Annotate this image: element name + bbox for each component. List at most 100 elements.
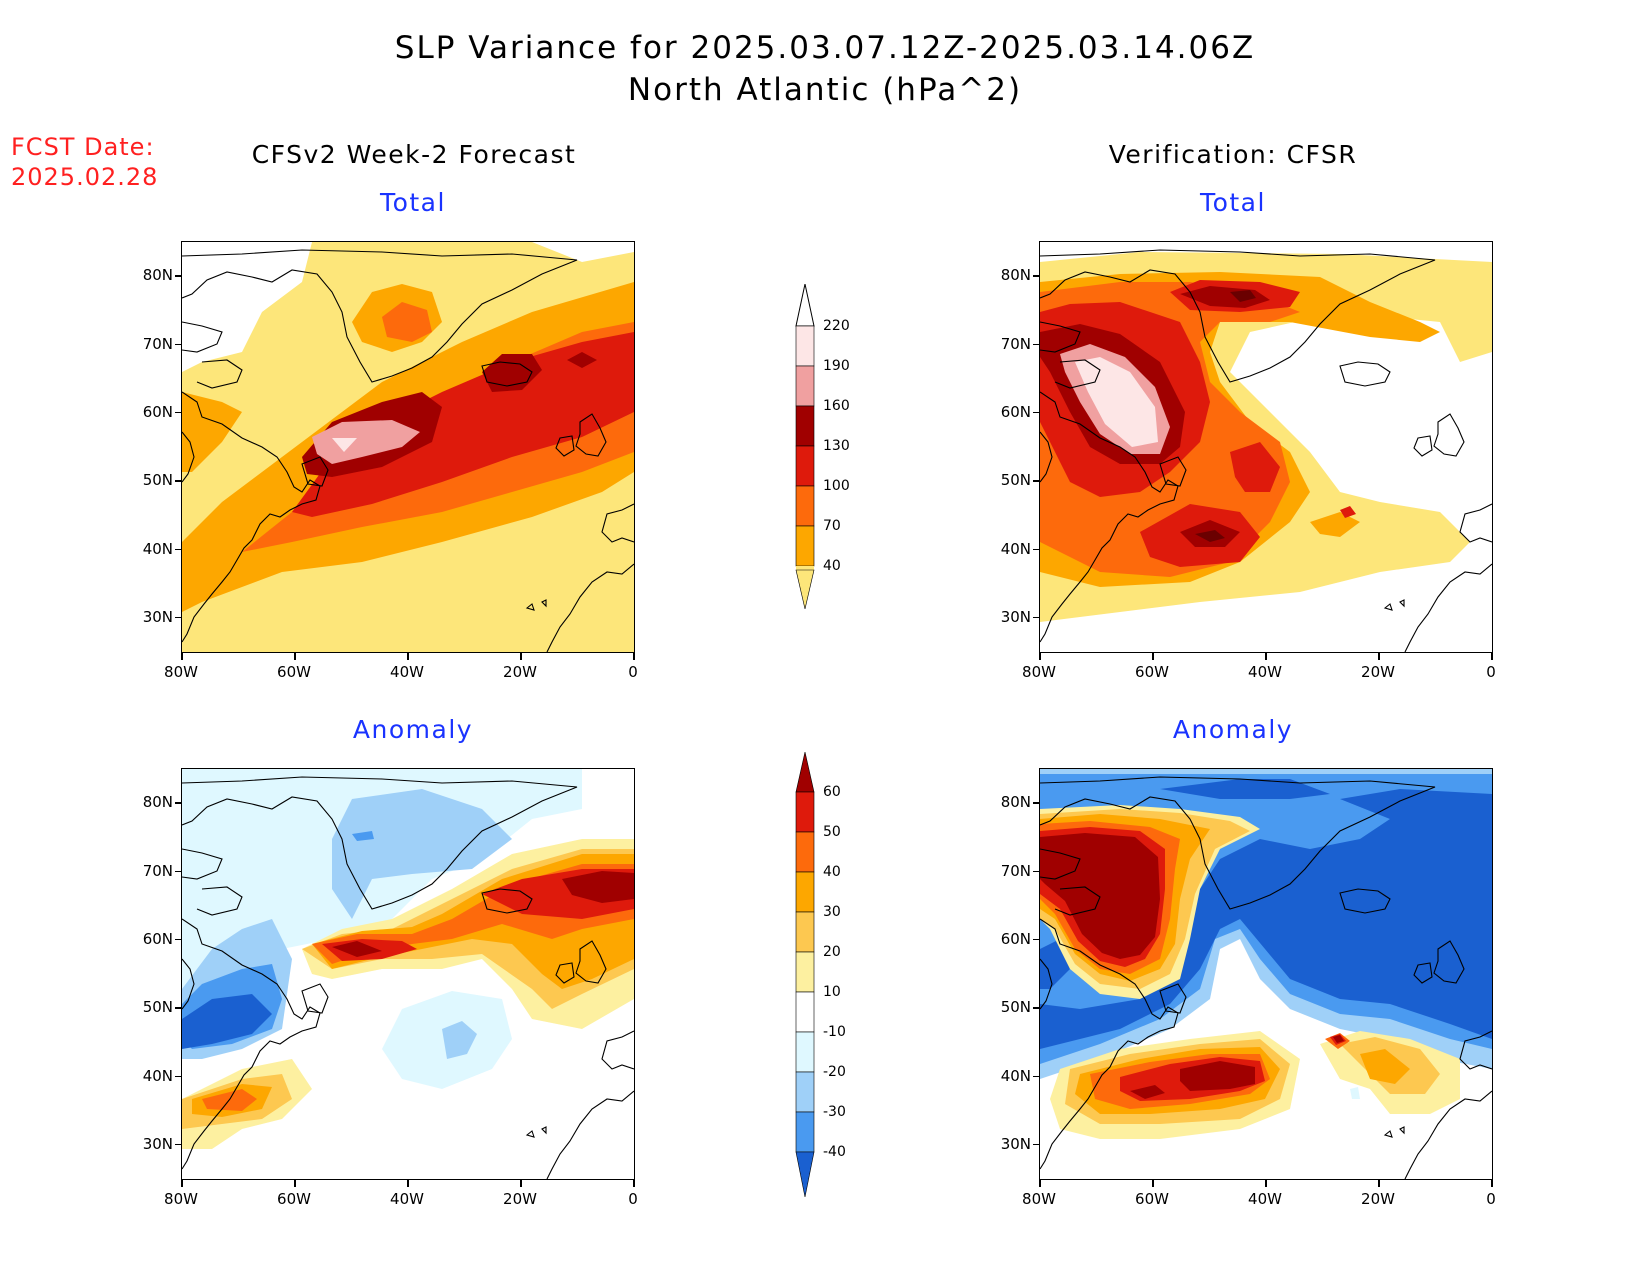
lat-tick-mark <box>1033 802 1040 804</box>
lat-tick-mark <box>175 938 182 941</box>
lat-tick-label: 50N <box>142 471 173 490</box>
lon-tick-mark <box>181 1180 183 1187</box>
lat-tick-mark <box>175 343 182 345</box>
lon-tick-label: 80W <box>1022 1190 1056 1208</box>
colorbar-total-label: 160 <box>823 398 850 414</box>
lon-tick-mark <box>1265 1180 1267 1187</box>
lat-tick-mark <box>175 548 182 550</box>
lon-tick-label: 0 <box>1486 1190 1496 1208</box>
lat-tick-mark <box>175 870 182 872</box>
colorbar-anomaly-label: -10 <box>823 1024 846 1040</box>
lon-tick-mark <box>1039 1180 1041 1187</box>
map-forecast-anomaly <box>181 768 635 1180</box>
colorbar-anomaly-label: 50 <box>823 824 841 840</box>
lon-tick-mark <box>1265 653 1267 660</box>
lat-tick-mark <box>1033 275 1040 277</box>
lat-tick-label: 80N <box>142 266 173 285</box>
lon-tick-mark <box>1152 1180 1154 1187</box>
verification-column-title: Verification: CFSR <box>1108 140 1358 169</box>
lon-tick-label: 80W <box>164 663 198 681</box>
lon-tick-label: 60W <box>277 1190 311 1208</box>
lat-tick-mark <box>1033 480 1040 482</box>
lon-tick-mark <box>520 1180 522 1187</box>
lat-tick-mark <box>175 275 182 277</box>
lat-tick-mark <box>1033 343 1040 345</box>
lat-tick-mark <box>175 1007 182 1009</box>
lon-tick-mark <box>1491 653 1493 660</box>
colorbar-anomaly-label: 40 <box>823 864 841 880</box>
lat-tick-label: 30N <box>1000 607 1031 626</box>
lat-tick-label: 60N <box>142 929 173 948</box>
lon-tick-mark <box>1152 653 1154 660</box>
colorbar-anomaly-label: 10 <box>823 984 841 1000</box>
lat-tick-label: 70N <box>1000 334 1031 353</box>
lon-tick-mark <box>294 1180 296 1187</box>
lat-tick-mark <box>175 802 182 804</box>
lon-tick-mark <box>1378 1180 1380 1187</box>
lat-tick-label: 80N <box>1000 793 1031 812</box>
lat-tick-mark <box>1033 870 1040 872</box>
lat-tick-mark <box>1033 411 1040 414</box>
lat-tick-label: 40N <box>142 539 173 558</box>
colorbar-total-label: 220 <box>823 318 850 334</box>
lon-tick-mark <box>407 653 409 660</box>
map-verification-anomaly <box>1039 768 1493 1180</box>
lat-tick-mark <box>175 1075 182 1077</box>
lon-tick-mark <box>520 653 522 660</box>
lon-tick-label: 80W <box>1022 663 1056 681</box>
lon-tick-label: 60W <box>1135 1190 1169 1208</box>
lon-tick-mark <box>181 653 183 660</box>
lon-tick-label: 20W <box>503 663 537 681</box>
fcst-date-label: FCST Date: <box>11 133 155 161</box>
lon-tick-label: 20W <box>503 1190 537 1208</box>
fcst-date-value: 2025.02.28 <box>11 163 159 191</box>
lat-tick-label: 50N <box>1000 998 1031 1017</box>
lat-tick-mark <box>1033 938 1040 941</box>
map-forecast-total <box>181 241 635 653</box>
colorbar-total-label: 130 <box>823 438 850 454</box>
lat-tick-label: 30N <box>142 607 173 626</box>
lon-tick-mark <box>1378 653 1380 660</box>
lat-tick-mark <box>175 616 182 619</box>
colorbar-total-label: 40 <box>823 558 841 574</box>
lon-tick-mark <box>294 653 296 660</box>
lon-tick-mark <box>1491 1180 1493 1187</box>
lat-tick-label: 80N <box>1000 266 1031 285</box>
lon-tick-mark <box>633 653 635 660</box>
lat-tick-label: 40N <box>1000 1066 1031 1085</box>
lat-tick-mark <box>1033 616 1040 619</box>
lon-tick-label: 40W <box>1248 1190 1282 1208</box>
lat-tick-label: 30N <box>1000 1134 1031 1153</box>
lon-tick-label: 0 <box>628 663 638 681</box>
colorbar-anomaly-label: 60 <box>823 784 841 800</box>
lat-tick-mark <box>1033 1007 1040 1009</box>
lon-tick-label: 40W <box>390 663 424 681</box>
colorbar-total-label: 190 <box>823 358 850 374</box>
lat-tick-mark <box>175 1143 182 1146</box>
lat-tick-label: 70N <box>142 334 173 353</box>
lon-tick-mark <box>1039 653 1041 660</box>
lon-tick-label: 40W <box>1248 663 1282 681</box>
lat-tick-label: 80N <box>142 793 173 812</box>
lat-tick-label: 40N <box>142 1066 173 1085</box>
colorbar-anomaly-label: -20 <box>823 1064 846 1080</box>
lon-tick-mark <box>407 1180 409 1187</box>
colorbar-anomaly-label: 20 <box>823 944 841 960</box>
lat-tick-mark <box>1033 1075 1040 1077</box>
lat-tick-label: 60N <box>142 402 173 421</box>
lat-tick-mark <box>1033 1143 1040 1146</box>
lon-tick-label: 0 <box>1486 663 1496 681</box>
panel-title-verification-total: Total <box>1200 188 1266 217</box>
lat-tick-label: 50N <box>142 998 173 1017</box>
colorbar-total-label: 100 <box>823 478 850 494</box>
lon-tick-mark <box>633 1180 635 1187</box>
lon-tick-label: 80W <box>164 1190 198 1208</box>
colorbar-total-label: 70 <box>823 518 841 534</box>
lat-tick-label: 60N <box>1000 929 1031 948</box>
main-title: SLP Variance for 2025.03.07.12Z-2025.03.… <box>394 30 1256 66</box>
lon-tick-label: 60W <box>277 663 311 681</box>
forecast-column-title: CFSv2 Week-2 Forecast <box>251 140 577 169</box>
lat-tick-label: 50N <box>1000 471 1031 490</box>
main-subtitle: North Atlantic (hPa^2) <box>627 72 1023 108</box>
colorbar-anomaly-label: 30 <box>823 904 841 920</box>
